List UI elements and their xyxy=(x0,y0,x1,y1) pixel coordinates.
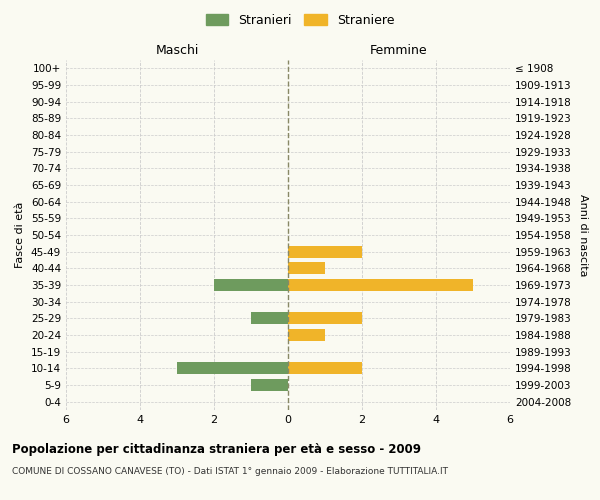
Bar xyxy=(288,279,473,291)
Bar xyxy=(288,329,325,341)
Bar xyxy=(288,362,362,374)
Text: COMUNE DI COSSANO CANAVESE (TO) - Dati ISTAT 1° gennaio 2009 - Elaborazione TUTT: COMUNE DI COSSANO CANAVESE (TO) - Dati I… xyxy=(12,468,448,476)
Text: Maschi: Maschi xyxy=(155,44,199,57)
Legend: Stranieri, Straniere: Stranieri, Straniere xyxy=(201,8,399,32)
Y-axis label: Fasce di età: Fasce di età xyxy=(16,202,25,268)
Bar xyxy=(177,362,288,374)
Text: Femmine: Femmine xyxy=(370,44,428,57)
Bar xyxy=(288,312,362,324)
Bar xyxy=(251,312,288,324)
Bar xyxy=(214,279,288,291)
Y-axis label: Anni di nascita: Anni di nascita xyxy=(578,194,588,276)
Bar xyxy=(288,246,362,258)
Text: Popolazione per cittadinanza straniera per età e sesso - 2009: Popolazione per cittadinanza straniera p… xyxy=(12,442,421,456)
Bar xyxy=(288,262,325,274)
Bar xyxy=(251,379,288,391)
